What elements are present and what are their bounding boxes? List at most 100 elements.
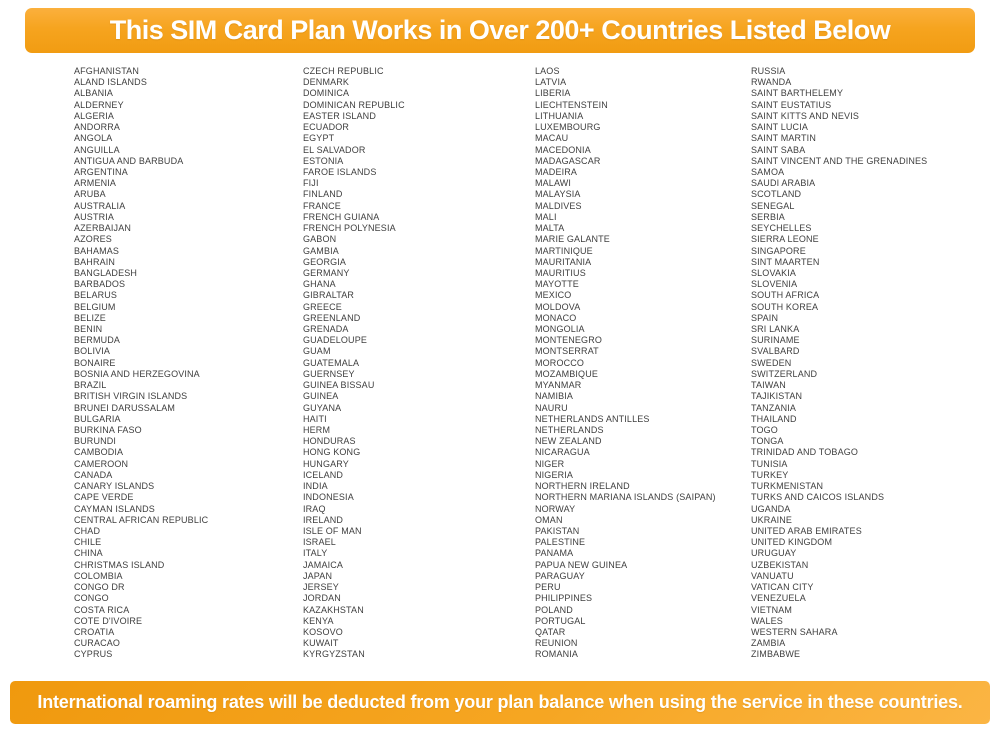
country-item: MALDIVES (535, 200, 582, 211)
country-item: PAPUA NEW GUINEA (535, 559, 628, 570)
country-item: CZECH REPUBLIC (303, 66, 384, 76)
country-column-3: LAOS LATVIA LIBERIA LIECHTENSTEIN LITHUANIA L… (535, 66, 751, 661)
country-item: NORWAY (535, 503, 576, 514)
country-item: MOROCCO (535, 357, 585, 368)
header-title: This SIM Card Plan Works in Over 200+ Co… (109, 15, 891, 45)
country-item: COSTA RICA (74, 604, 130, 615)
country-item: CAMBODIA (74, 447, 124, 458)
country-item: CANARY ISLANDS (74, 481, 155, 492)
country-item: BENIN (74, 324, 103, 335)
country-item: SVALBARD (751, 346, 800, 357)
country-item: CYPRUS (74, 649, 113, 660)
country-item: ITALY (303, 548, 328, 559)
country-item: OMAN (535, 514, 563, 525)
country-item: JERSEY (303, 582, 339, 593)
country-item: BRAZIL (74, 380, 107, 391)
country-item: MALI (535, 211, 557, 222)
country-item: CENTRAL AFRICAN REPUBLIC (74, 514, 209, 525)
country-item: BAHAMAS (74, 245, 120, 256)
country-item: CHAD (74, 525, 101, 536)
country-item: BAHRAIN (74, 256, 116, 267)
country-item: SAINT MARTIN (751, 133, 816, 144)
country-item: TANZANIA (751, 402, 797, 413)
country-item: CANADA (74, 469, 113, 480)
country-item: JAMAICA (303, 559, 344, 570)
country-item: LATVIA (535, 77, 567, 88)
country-item: REUNION (535, 638, 578, 649)
country-item: BANGLADESH (74, 267, 138, 278)
country-item: PORTUGAL (535, 615, 586, 626)
country-item: NAURU (535, 402, 568, 413)
country-item: LITHUANIA (535, 110, 584, 121)
country-item: TAIWAN (751, 380, 786, 391)
country-item: PARAGUAY (535, 570, 585, 581)
country-item: EGYPT (303, 133, 335, 144)
country-item: TURKS AND CAICOS ISLANDS (751, 492, 885, 503)
country-item: SOUTH AFRICA (751, 290, 820, 301)
country-item: SRI LANKA (751, 324, 800, 335)
country-item: SAINT KITTS AND NEVIS (751, 110, 860, 121)
country-item: SAUDI ARABIA (751, 178, 816, 189)
country-item: MYANMAR (535, 380, 582, 391)
country-item: TURKMENISTAN (751, 481, 824, 492)
country-item: ANGUILLA (74, 144, 120, 155)
country-item: TONGA (751, 436, 784, 447)
country-item: ALAND ISLANDS (74, 77, 147, 88)
country-item: UNITED ARAB EMIRATES (751, 525, 862, 536)
country-item: MOZAMBIQUE (535, 368, 599, 379)
country-item: SURINAME (751, 335, 800, 346)
country-item: LAOS (535, 66, 560, 76)
country-item: UGANDA (751, 503, 791, 514)
country-item: CROATIA (74, 626, 115, 637)
country-item: FIJI (303, 178, 319, 189)
country-item: WALES (751, 615, 783, 626)
country-item: COLOMBIA (74, 570, 123, 581)
country-item: BRITISH VIRGIN ISLANDS (74, 391, 188, 402)
country-item: GUINEA BISSAU (303, 380, 375, 391)
country-item: COTE D'IVOIRE (74, 615, 143, 626)
country-item: IRELAND (303, 514, 344, 525)
country-item: BERMUDA (74, 335, 121, 346)
country-item: MACAU (535, 133, 569, 144)
country-item: AUSTRALIA (74, 200, 126, 211)
country-item: TURKEY (751, 469, 789, 480)
country-item: URUGUAY (751, 548, 797, 559)
country-list: AFGHANISTAN ALAND ISLANDS ALBANIA ALDERNEY A… (74, 66, 1000, 661)
country-item: GEORGIA (303, 256, 347, 267)
country-item: FRANCE (303, 200, 341, 211)
country-column-4: RUSSIA RWANDA SAINT BARTHELEMY SAINT EUSTAT… (751, 66, 991, 661)
country-item: UZBEKISTAN (751, 559, 809, 570)
country-item: IRAQ (303, 503, 326, 514)
country-item: HUNGARY (303, 458, 349, 469)
country-item: UKRAINE (751, 514, 793, 525)
country-item: SERBIA (751, 211, 785, 222)
header-banner: This SIM Card Plan Works in Over 200+ Co… (25, 8, 975, 53)
country-item: SINT MAARTEN (751, 256, 820, 267)
country-item: PANAMA (535, 548, 574, 559)
country-item: AZERBAIJAN (74, 223, 132, 234)
country-item: GIBRALTAR (303, 290, 355, 301)
country-item: ECUADOR (303, 122, 350, 133)
country-item: NICARAGUA (535, 447, 590, 458)
country-item: ANGOLA (74, 133, 113, 144)
country-item: CHINA (74, 548, 103, 559)
country-item: BULGARIA (74, 413, 121, 424)
country-item: DOMINICA (303, 88, 350, 99)
footer-banner: International roaming rates will be dedu… (10, 681, 990, 724)
country-item: VENEZUELA (751, 593, 806, 604)
country-item: GUERNSEY (303, 368, 355, 379)
country-item: ICELAND (303, 469, 344, 480)
country-item: ISLE OF MAN (303, 525, 362, 536)
country-item: HONG KONG (303, 447, 361, 458)
country-item: SAINT EUSTATIUS (751, 99, 832, 110)
country-item: MOLDOVA (535, 301, 581, 312)
country-item: LIBERIA (535, 88, 571, 99)
country-item: TAJIKISTAN (751, 391, 803, 402)
country-item: EASTER ISLAND (303, 110, 376, 121)
country-item: KAZAKHSTAN (303, 604, 364, 615)
country-item: ISRAEL (303, 537, 336, 548)
country-item: PAKISTAN (535, 525, 580, 536)
country-column-2: CZECH REPUBLIC DENMARK DOMINICA DOMINICAN R… (303, 66, 535, 661)
country-item: GERMANY (303, 267, 350, 278)
country-item: ROMANIA (535, 649, 579, 660)
